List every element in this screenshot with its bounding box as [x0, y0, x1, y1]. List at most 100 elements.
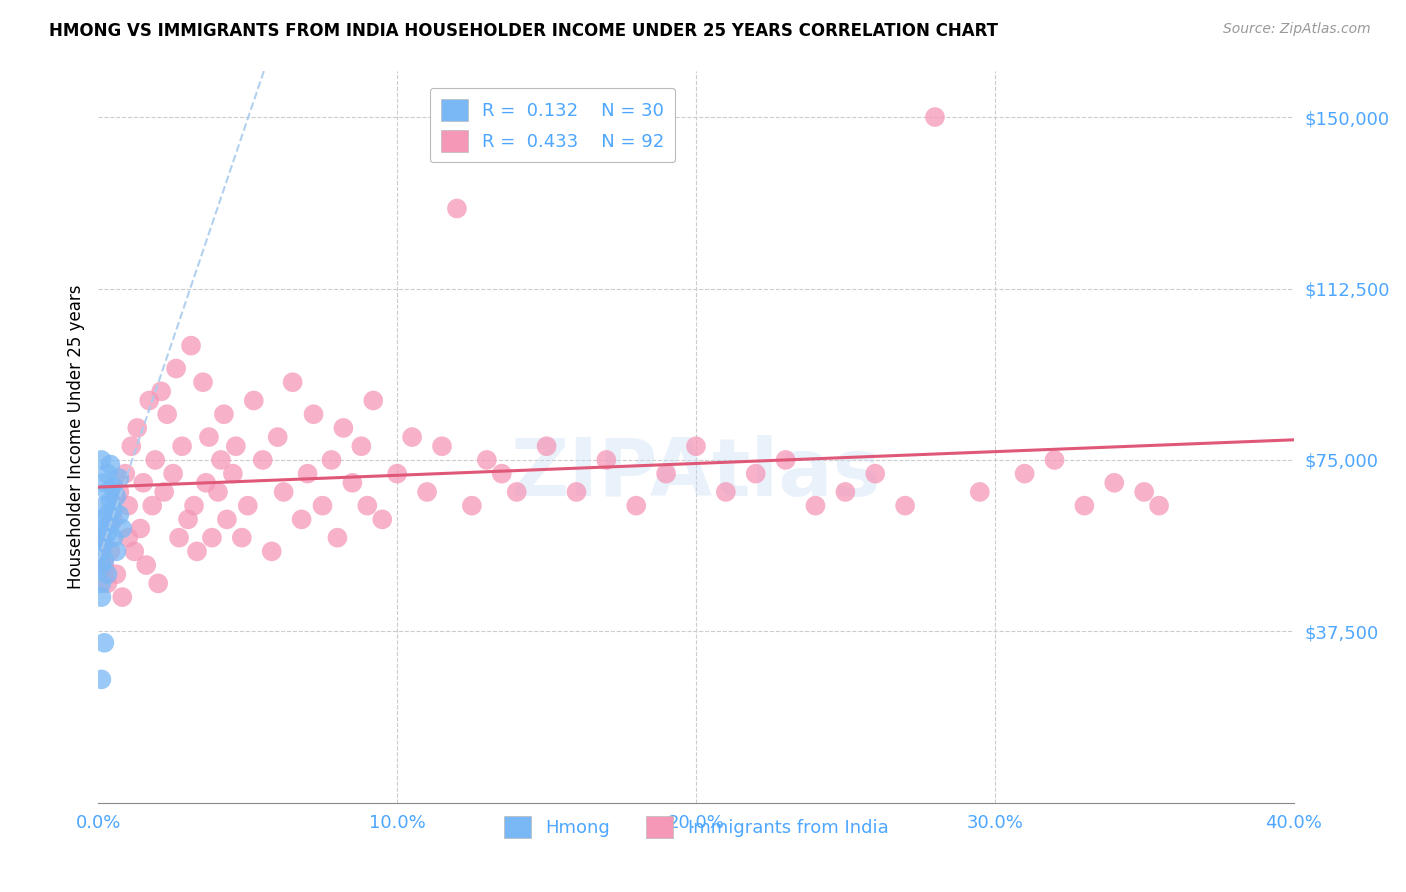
- Point: [98, 494, 122, 508]
- Point: [127, 421, 149, 435]
- Point: [201, 531, 224, 545]
- Point: [96, 484, 118, 499]
- Point: [356, 499, 378, 513]
- Point: [475, 453, 498, 467]
- Point: [156, 407, 179, 421]
- Point: [595, 453, 617, 467]
- Point: [924, 110, 946, 124]
- Point: [96, 526, 118, 541]
- Point: [177, 512, 200, 526]
- Point: [865, 467, 887, 481]
- Point: [267, 430, 290, 444]
- Point: [371, 512, 394, 526]
- Point: [342, 475, 364, 490]
- Point: [430, 439, 453, 453]
- Point: [135, 558, 157, 573]
- Point: [1147, 499, 1170, 513]
- Point: [1073, 499, 1095, 513]
- Point: [212, 407, 235, 421]
- Point: [350, 439, 373, 453]
- Text: ZIPAtlas: ZIPAtlas: [510, 434, 882, 513]
- Point: [93, 553, 115, 567]
- Point: [124, 544, 146, 558]
- Point: [103, 503, 125, 517]
- Point: [209, 453, 232, 467]
- Point: [150, 384, 173, 399]
- Point: [506, 484, 529, 499]
- Point: [894, 499, 917, 513]
- Point: [291, 512, 314, 526]
- Point: [105, 490, 128, 504]
- Point: [138, 393, 160, 408]
- Point: [90, 531, 112, 545]
- Point: [1104, 475, 1126, 490]
- Point: [207, 484, 229, 499]
- Point: [90, 558, 112, 573]
- Point: [260, 544, 283, 558]
- Point: [195, 475, 218, 490]
- Point: [326, 531, 349, 545]
- Point: [311, 499, 333, 513]
- Point: [90, 512, 112, 526]
- Point: [96, 467, 118, 481]
- Legend: Hmong, Immigrants from India: Hmong, Immigrants from India: [496, 808, 896, 845]
- Point: [103, 531, 125, 545]
- Point: [148, 576, 170, 591]
- Point: [165, 361, 187, 376]
- Point: [461, 499, 484, 513]
- Point: [93, 521, 115, 535]
- Point: [834, 484, 856, 499]
- Point: [98, 544, 122, 558]
- Point: [252, 453, 274, 467]
- Point: [93, 475, 115, 490]
- Point: [236, 499, 259, 513]
- Point: [90, 544, 112, 558]
- Point: [363, 393, 385, 408]
- Point: [491, 467, 513, 481]
- Point: [111, 521, 134, 535]
- Point: [105, 544, 128, 558]
- Point: [1014, 467, 1036, 481]
- Point: [626, 499, 648, 513]
- Point: [98, 458, 122, 472]
- Point: [536, 439, 558, 453]
- Point: [321, 453, 343, 467]
- Point: [153, 484, 176, 499]
- Point: [804, 499, 827, 513]
- Point: [93, 499, 115, 513]
- Point: [129, 521, 152, 535]
- Point: [93, 535, 115, 549]
- Y-axis label: Householder Income Under 25 years: Householder Income Under 25 years: [66, 285, 84, 590]
- Point: [215, 512, 238, 526]
- Point: [401, 430, 423, 444]
- Point: [565, 484, 588, 499]
- Point: [111, 590, 134, 604]
- Point: [714, 484, 737, 499]
- Point: [108, 471, 131, 485]
- Point: [745, 467, 768, 481]
- Point: [96, 508, 118, 522]
- Point: [273, 484, 295, 499]
- Point: [103, 480, 125, 494]
- Point: [297, 467, 319, 481]
- Point: [114, 467, 136, 481]
- Point: [132, 475, 155, 490]
- Point: [117, 499, 139, 513]
- Point: [225, 439, 247, 453]
- Point: [96, 567, 118, 582]
- Point: [103, 512, 125, 526]
- Point: [90, 590, 112, 604]
- Point: [162, 467, 184, 481]
- Point: [1043, 453, 1066, 467]
- Point: [243, 393, 266, 408]
- Point: [117, 531, 139, 545]
- Point: [98, 516, 122, 531]
- Text: Source: ZipAtlas.com: Source: ZipAtlas.com: [1223, 22, 1371, 37]
- Point: [332, 421, 354, 435]
- Point: [90, 531, 112, 545]
- Point: [108, 484, 131, 499]
- Point: [141, 499, 163, 513]
- Point: [775, 453, 797, 467]
- Point: [198, 430, 221, 444]
- Point: [191, 375, 214, 389]
